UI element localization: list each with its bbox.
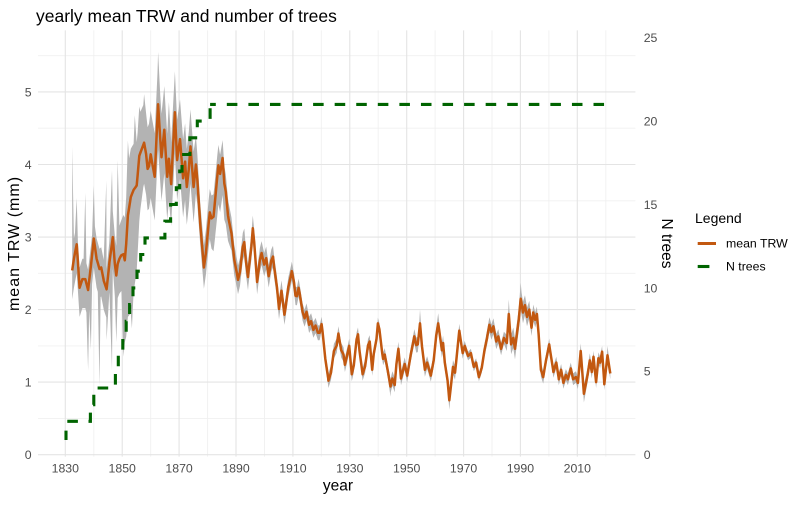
svg-text:2010: 2010: [564, 462, 592, 476]
svg-text:25: 25: [644, 31, 658, 45]
svg-text:0: 0: [25, 448, 32, 462]
svg-text:15: 15: [644, 198, 658, 212]
svg-text:5: 5: [25, 85, 32, 99]
svg-text:mean TRW: mean TRW: [726, 237, 788, 251]
svg-text:1970: 1970: [450, 462, 478, 476]
svg-text:1: 1: [25, 376, 32, 390]
svg-text:10: 10: [644, 281, 658, 295]
svg-text:3: 3: [25, 231, 32, 245]
svg-text:N trees: N trees: [726, 260, 766, 274]
svg-text:mean TRW (mm): mean TRW (mm): [6, 176, 23, 311]
svg-text:2: 2: [25, 303, 32, 317]
svg-text:1830: 1830: [52, 462, 80, 476]
svg-text:1930: 1930: [336, 462, 364, 476]
svg-text:1890: 1890: [222, 462, 250, 476]
svg-text:1850: 1850: [109, 462, 137, 476]
svg-text:Legend: Legend: [695, 210, 742, 226]
svg-text:20: 20: [644, 115, 658, 129]
svg-text:yearly mean TRW and number of: yearly mean TRW and number of trees: [36, 6, 337, 26]
svg-text:N trees: N trees: [658, 219, 675, 269]
svg-text:0: 0: [644, 448, 651, 462]
svg-text:year: year: [323, 478, 353, 495]
svg-text:5: 5: [644, 365, 651, 379]
svg-text:4: 4: [25, 158, 32, 172]
svg-text:1870: 1870: [165, 462, 193, 476]
svg-text:1990: 1990: [507, 462, 535, 476]
svg-text:1910: 1910: [279, 462, 307, 476]
svg-text:1950: 1950: [393, 462, 421, 476]
